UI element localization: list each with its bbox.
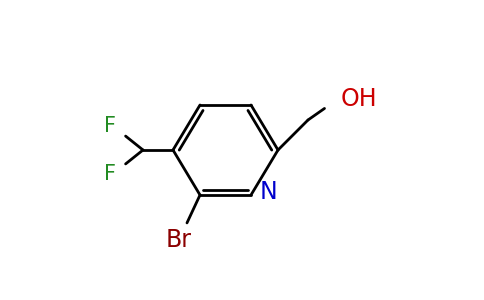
Text: N: N — [260, 180, 278, 204]
Text: OH: OH — [341, 87, 378, 111]
Text: F: F — [104, 116, 116, 136]
Text: Br: Br — [166, 228, 192, 252]
Text: F: F — [104, 164, 116, 184]
